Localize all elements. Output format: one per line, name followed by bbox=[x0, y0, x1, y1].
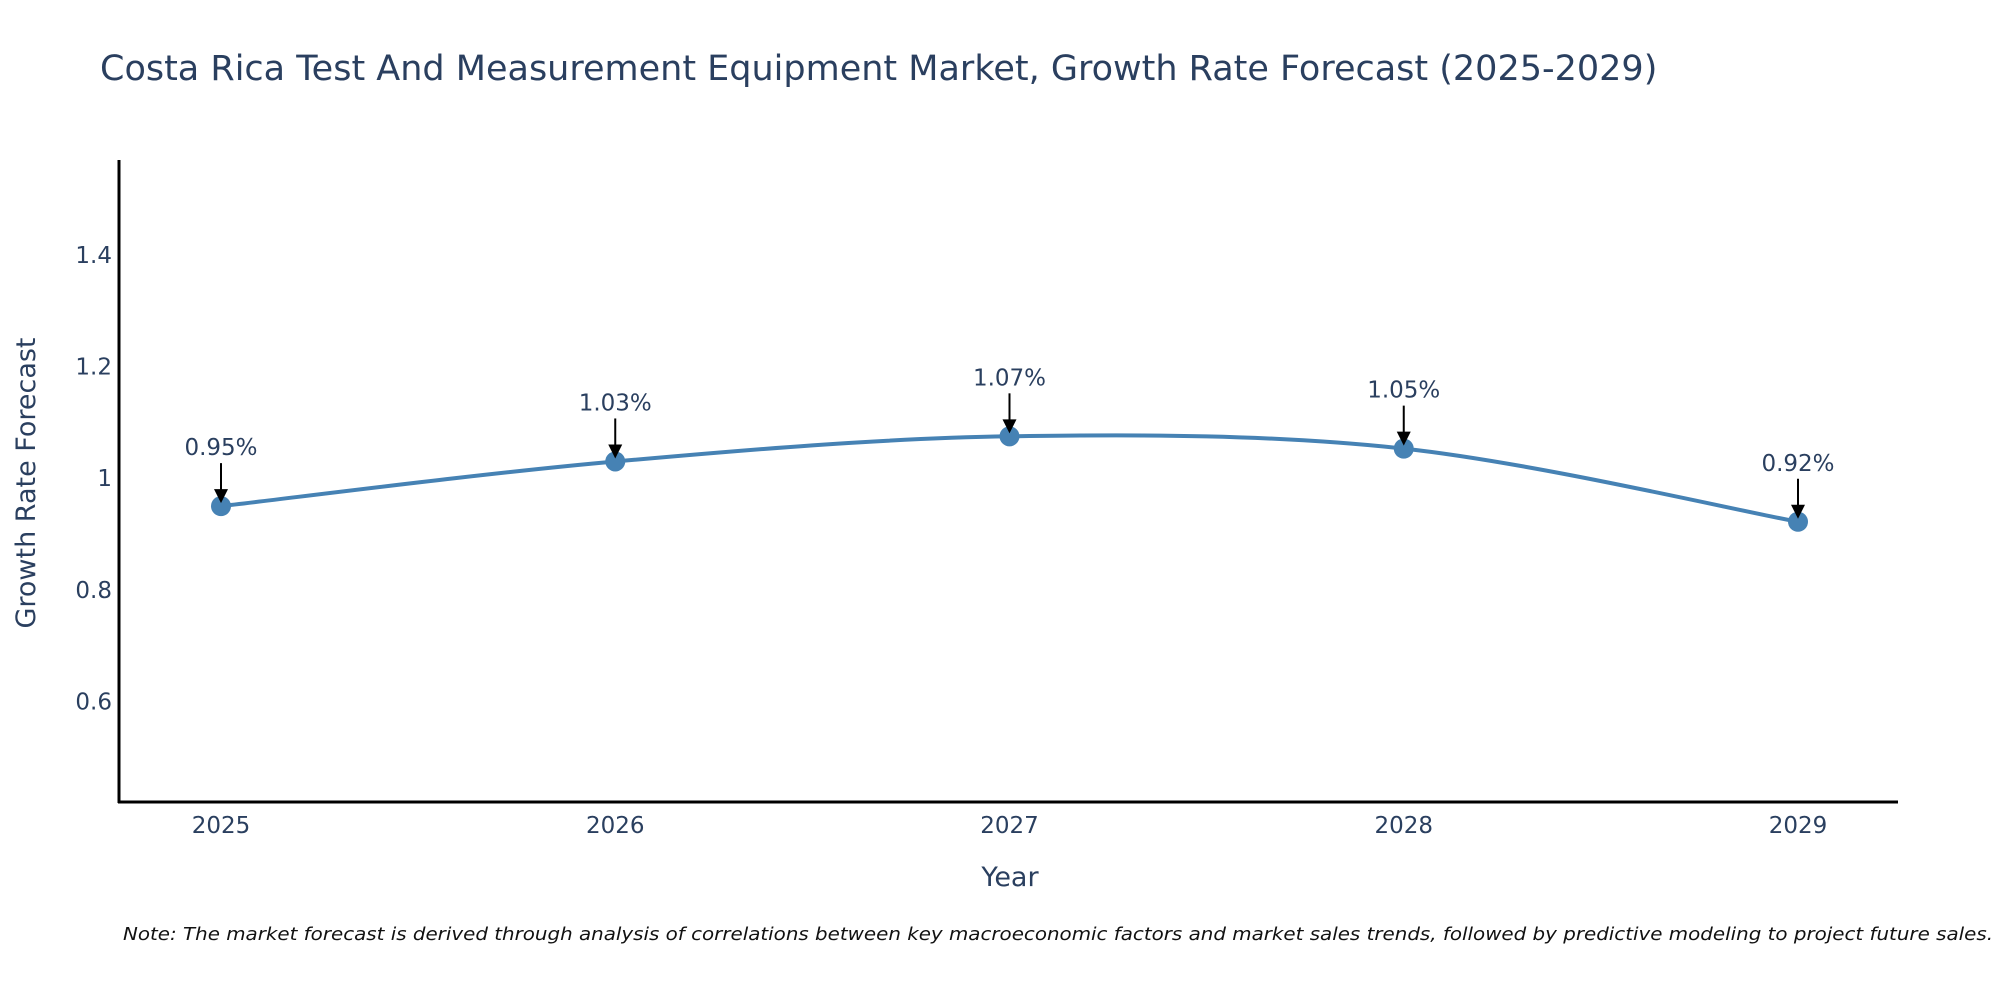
y-tick-label: 1.2 bbox=[75, 355, 112, 381]
data-label: 1.03% bbox=[579, 390, 652, 416]
x-tick-label: 2027 bbox=[980, 813, 1039, 839]
data-label-annotations: 0.95% 1.03% 1.07% 1.05% 0.92% bbox=[184, 365, 1835, 519]
x-tick-label: 2029 bbox=[1769, 813, 1828, 839]
x-axis-title: Year bbox=[980, 862, 1039, 893]
data-label: 1.05% bbox=[1367, 378, 1440, 404]
annotation-arrow-head bbox=[1791, 504, 1805, 519]
y-tick-label: 0.6 bbox=[75, 690, 112, 716]
y-tick-label: 0.8 bbox=[75, 578, 112, 604]
x-tick-label: 2025 bbox=[192, 813, 251, 839]
data-label-annotation: 0.95% bbox=[184, 435, 258, 504]
data-label: 1.07% bbox=[973, 365, 1046, 391]
data-label-annotation: 1.07% bbox=[973, 365, 1046, 434]
series-line bbox=[220, 433, 1799, 524]
data-label-annotation: 0.92% bbox=[1761, 451, 1835, 519]
data-point bbox=[999, 426, 1020, 447]
chart-title: Costa Rica Test And Measurement Equipmen… bbox=[100, 49, 1657, 89]
data-label: 0.92% bbox=[1761, 451, 1834, 477]
y-tick-label: 1 bbox=[97, 466, 112, 492]
data-label: 0.95% bbox=[184, 435, 257, 461]
annotation-arrow-head bbox=[1396, 431, 1411, 446]
annotation-arrow-head bbox=[214, 489, 228, 504]
axes bbox=[117, 160, 1898, 804]
forecast-note: Note: The market forecast is derived thr… bbox=[123, 924, 1993, 945]
x-tick-label: 2026 bbox=[586, 813, 645, 839]
data-label-annotation: 1.03% bbox=[579, 390, 652, 459]
y-axis-title: Growth Rate Forecast bbox=[11, 337, 42, 628]
y-tick-label: 1.4 bbox=[75, 243, 112, 269]
annotation-arrow-head bbox=[1002, 419, 1017, 434]
x-tick-labels: 2025 2026 2027 2028 2029 bbox=[192, 813, 1828, 839]
data-markers bbox=[211, 426, 1808, 532]
data-label-annotation: 1.05% bbox=[1367, 378, 1440, 446]
annotation-arrow-head bbox=[608, 444, 623, 459]
data-point bbox=[1393, 438, 1414, 459]
data-point bbox=[1788, 511, 1808, 532]
y-tick-labels: 0.6 0.8 1 1.2 1.4 bbox=[75, 243, 112, 716]
data-point bbox=[211, 496, 231, 517]
data-point bbox=[605, 451, 626, 472]
x-tick-label: 2028 bbox=[1374, 813, 1433, 839]
